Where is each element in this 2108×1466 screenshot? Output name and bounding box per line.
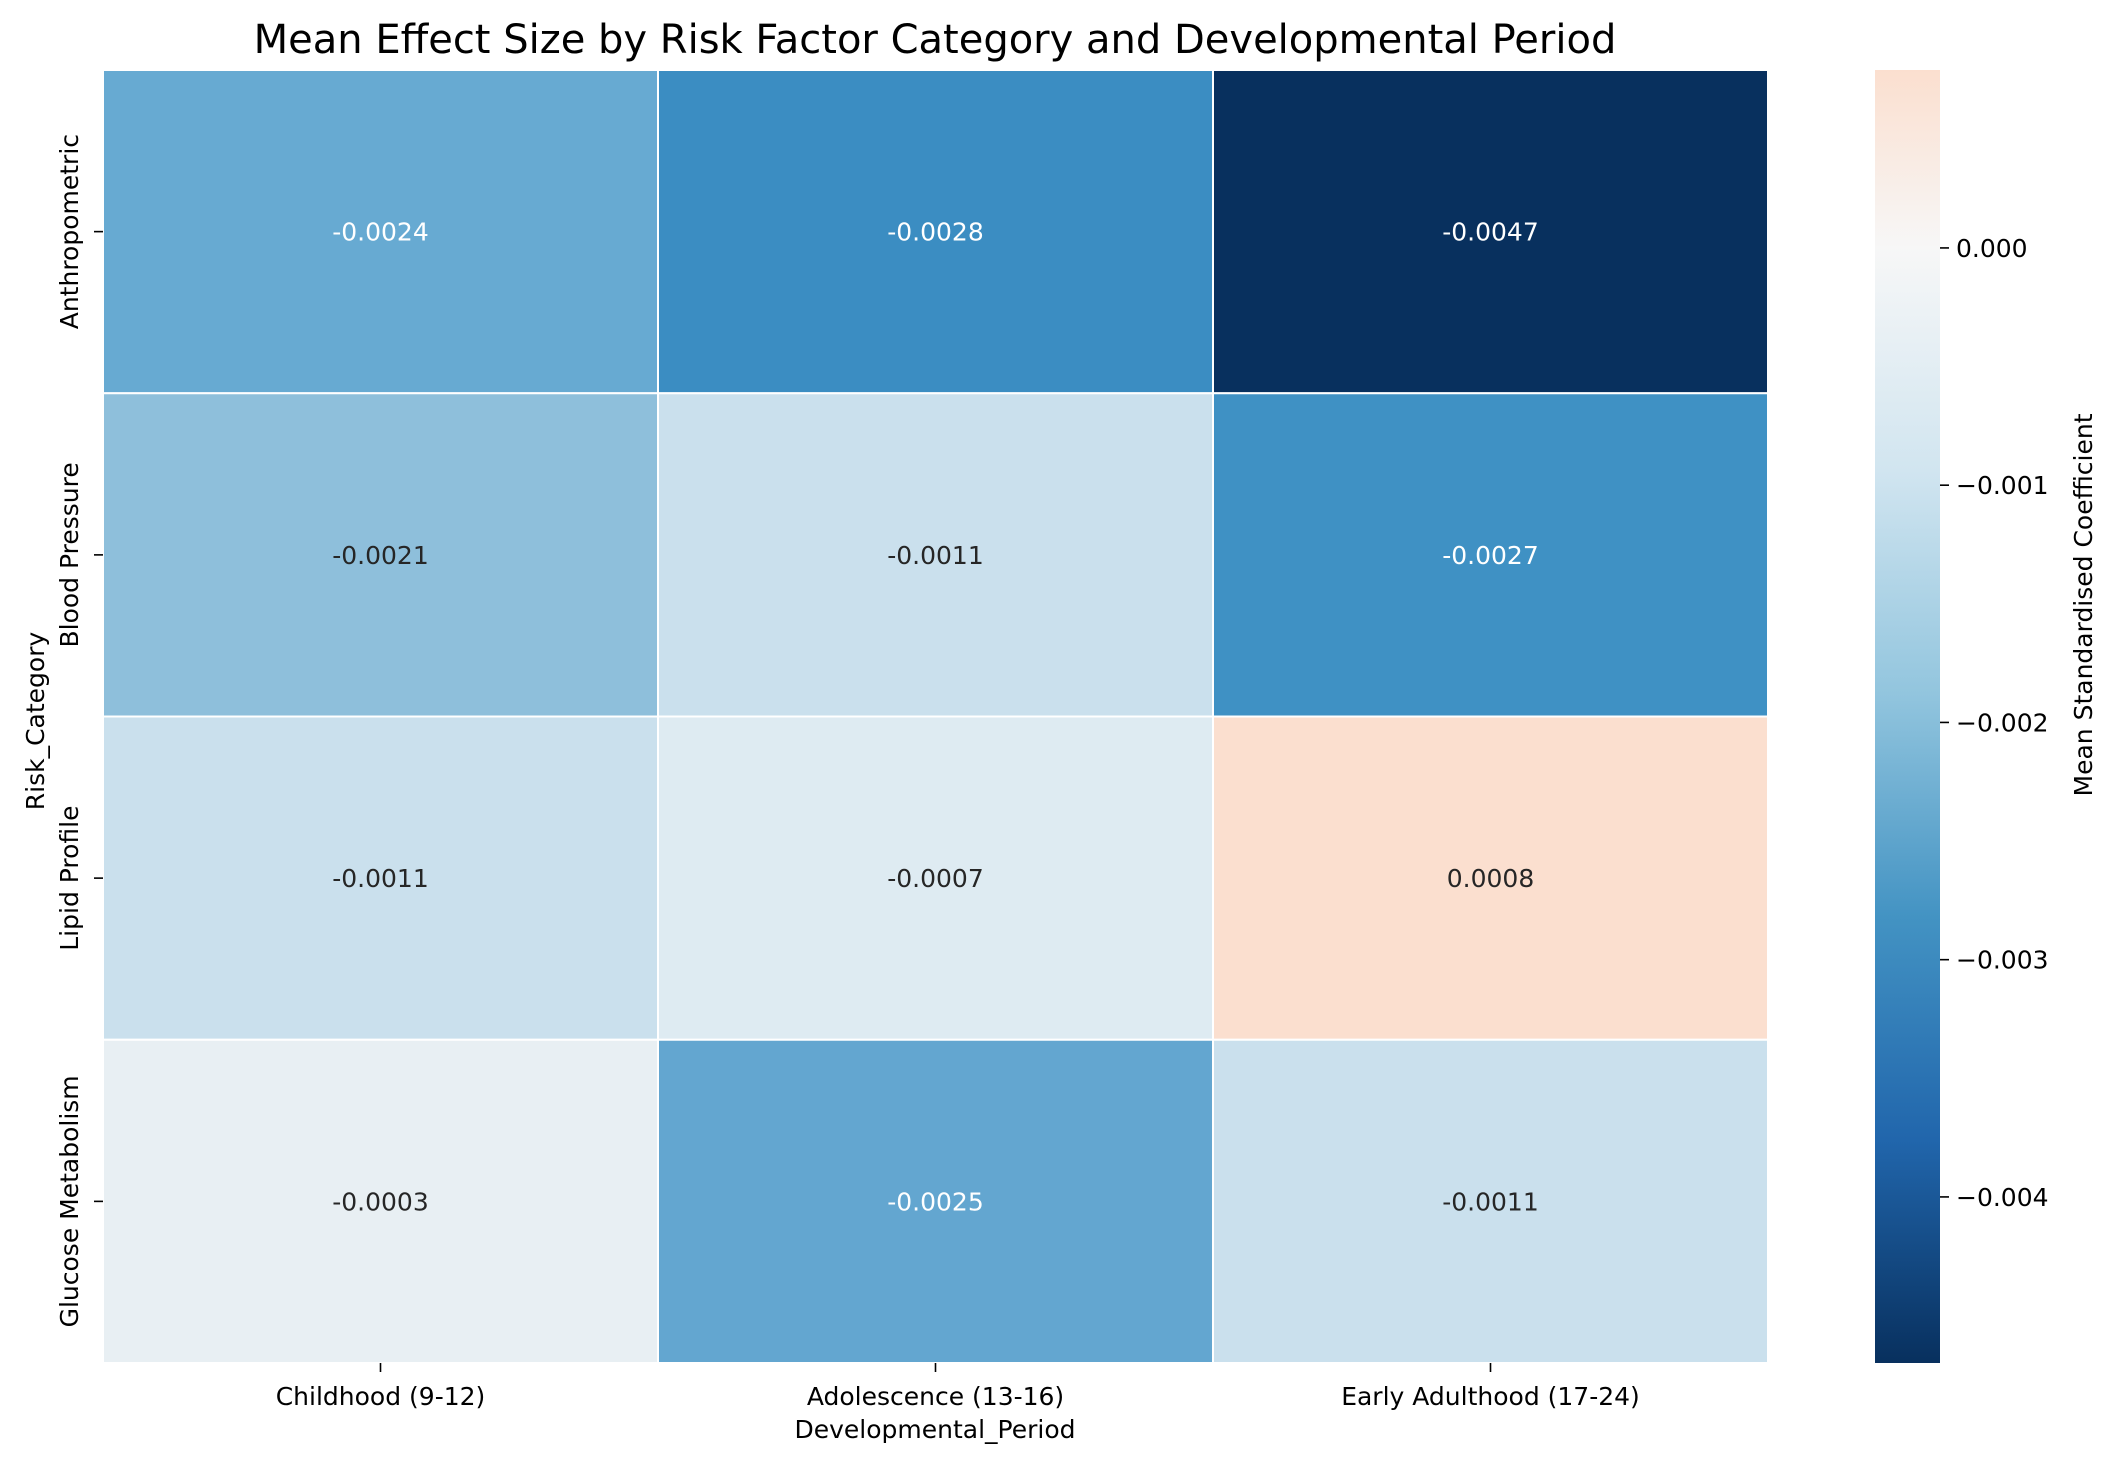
x-axis-ticks: Childhood (9-12) Adolescence (13-16) Early…	[276, 1363, 1640, 1411]
cell-value-label: -0.0027	[1442, 541, 1539, 570]
heatmap-cell	[1212, 1038, 1769, 1364]
colorbar-ticks: 0.000 −0.001 −0.002 −0.003 −0.004	[1940, 234, 2049, 1212]
colorbar-tick-label: −0.001	[1956, 471, 2049, 500]
colorbar-tick-label: −0.002	[1956, 708, 2049, 737]
colorbar	[1875, 70, 1940, 1363]
y-tick-label: Blood Pressure	[55, 462, 84, 647]
heatmap-cell	[1212, 392, 1769, 718]
heatmap-cell	[1212, 69, 1769, 395]
cell-value-label: -0.0021	[332, 541, 429, 570]
heatmap-cell	[102, 1038, 659, 1364]
y-axis-label: Risk_Category	[21, 632, 50, 811]
heatmap-cell	[102, 715, 659, 1041]
cell-value-label: -0.0047	[1442, 218, 1539, 247]
cell-value-label: -0.0011	[887, 541, 984, 570]
x-tick-label: Early Adulthood (17-24)	[1341, 1382, 1640, 1411]
heatmap-cell	[102, 69, 659, 395]
heatmap-cell	[657, 715, 1214, 1041]
cell-value-label: -0.0011	[332, 864, 429, 893]
cell-value-label: -0.0028	[887, 218, 984, 247]
heatmap-cell	[657, 392, 1214, 718]
y-tick-label: Lipid Profile	[55, 806, 84, 951]
y-axis-ticks: Anthropometric Blood Pressure Lipid Profil…	[55, 134, 103, 1327]
heatmap-cell	[102, 392, 659, 718]
x-tick-label: Adolescence (13-16)	[807, 1382, 1064, 1411]
chart-title: Mean Effect Size by Risk Factor Category…	[254, 17, 1617, 63]
cell-value-label: -0.0003	[332, 1187, 429, 1216]
colorbar-tick-label: −0.003	[1956, 946, 2049, 975]
colorbar-tick-label: 0.000	[1956, 234, 2028, 263]
heatmap-cells: -0.0024 -0.0028 -0.0047 -0.0021 -0.0011 -0.00…	[102, 69, 1769, 1364]
y-tick-label: Anthropometric	[55, 134, 84, 329]
cell-value-label: 0.0008	[1447, 864, 1534, 893]
colorbar-label: Mean Standardised Coefficient	[2069, 413, 2098, 796]
x-axis-label: Developmental_Period	[794, 1415, 1075, 1444]
cell-value-label: -0.0024	[332, 218, 429, 247]
cell-value-label: -0.0011	[1442, 1187, 1539, 1216]
cell-value-label: -0.0025	[887, 1187, 984, 1216]
colorbar-tick-label: −0.004	[1956, 1183, 2049, 1212]
y-tick-label: Glucose Metabolism	[55, 1075, 84, 1327]
x-tick-label: Childhood (9-12)	[276, 1382, 486, 1411]
cell-value-label: -0.0007	[887, 864, 984, 893]
heatmap-cell	[657, 69, 1214, 395]
